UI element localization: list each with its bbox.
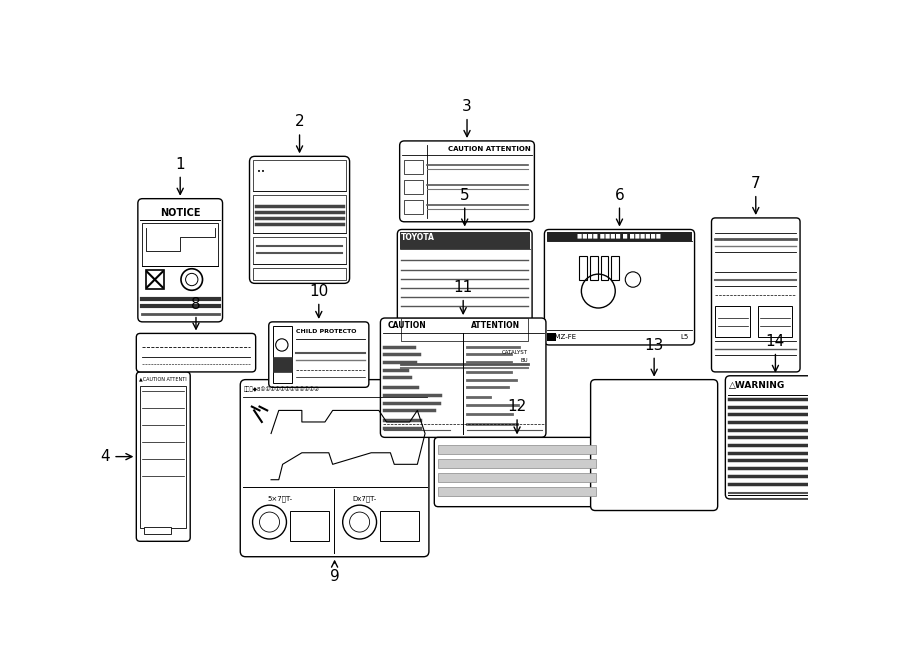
Text: 12: 12 [508, 399, 526, 433]
Bar [438, 473, 596, 482]
Text: 9: 9 [329, 561, 339, 584]
FancyBboxPatch shape [725, 375, 825, 499]
Text: 14: 14 [766, 334, 785, 371]
FancyBboxPatch shape [400, 141, 535, 222]
Text: ▲CAUTION ATTENTI: ▲CAUTION ATTENTI [139, 377, 186, 381]
Bar [400, 232, 530, 249]
Text: CAUTION: CAUTION [388, 321, 427, 330]
FancyBboxPatch shape [269, 322, 369, 387]
Text: 2: 2 [294, 114, 304, 152]
Bar [546, 333, 556, 341]
Bar [144, 527, 171, 533]
FancyBboxPatch shape [544, 229, 695, 345]
Text: 3: 3 [463, 99, 472, 137]
Text: 11: 11 [454, 280, 473, 314]
Text: ブレー◆8①①①①①①①①①①①②: ブレー◆8①①①①①①①①①①①② [244, 386, 320, 392]
Text: 4: 4 [101, 449, 132, 464]
Text: 13: 13 [644, 338, 664, 375]
Bar [438, 445, 596, 454]
Bar [254, 268, 346, 280]
Bar [254, 237, 346, 264]
Text: Dx7レT-: Dx7レT- [352, 496, 376, 502]
Bar [438, 459, 596, 468]
Text: ATTENTION: ATTENTION [471, 321, 519, 330]
Text: 1MZ-FE: 1MZ-FE [551, 334, 577, 340]
Text: △WARNING: △WARNING [729, 381, 786, 390]
Text: L5: L5 [680, 334, 688, 340]
Bar [142, 223, 218, 266]
Bar [291, 510, 328, 541]
Bar [728, 378, 824, 395]
Bar [401, 318, 528, 341]
Bar [254, 160, 346, 191]
Bar [579, 256, 587, 280]
FancyBboxPatch shape [136, 333, 256, 372]
Text: 5×7レT-: 5×7レT- [267, 496, 293, 502]
Text: CATALYST: CATALYST [502, 350, 528, 355]
Bar [381, 510, 418, 541]
FancyBboxPatch shape [136, 372, 190, 541]
Text: 1: 1 [176, 157, 185, 194]
Bar [403, 180, 423, 194]
FancyBboxPatch shape [435, 438, 599, 507]
Text: BU: BU [520, 358, 528, 363]
Text: 6: 6 [615, 188, 625, 225]
Bar [716, 307, 750, 337]
Text: 10: 10 [310, 284, 328, 317]
Bar [590, 256, 598, 280]
Text: ••: •• [257, 169, 266, 175]
Bar [611, 256, 619, 280]
Bar [146, 270, 164, 289]
FancyBboxPatch shape [590, 379, 717, 510]
Bar [403, 200, 423, 214]
Text: NOTICE: NOTICE [160, 208, 201, 217]
Text: CAUTION ATTENTION: CAUTION ATTENTION [448, 145, 530, 151]
Bar [273, 326, 292, 383]
Bar [403, 160, 423, 174]
Bar [140, 386, 186, 528]
Text: TOYOTA: TOYOTA [401, 233, 435, 242]
FancyBboxPatch shape [240, 379, 429, 557]
Text: 7: 7 [751, 176, 760, 214]
Bar [438, 486, 596, 496]
Bar [600, 256, 608, 280]
Text: 5: 5 [460, 188, 470, 225]
Text: ■■■■ ■■■■ ■ ■■■■■■: ■■■■ ■■■■ ■ ■■■■■■ [578, 234, 662, 239]
FancyBboxPatch shape [712, 218, 800, 372]
Text: 8: 8 [191, 297, 201, 329]
Bar [273, 356, 292, 372]
Bar [546, 232, 692, 241]
Bar [254, 195, 346, 233]
Bar [758, 307, 792, 337]
FancyBboxPatch shape [381, 318, 546, 438]
FancyBboxPatch shape [397, 229, 532, 372]
Text: CHILD PROTECTO: CHILD PROTECTO [296, 329, 356, 334]
FancyBboxPatch shape [138, 199, 222, 322]
FancyBboxPatch shape [249, 156, 349, 284]
